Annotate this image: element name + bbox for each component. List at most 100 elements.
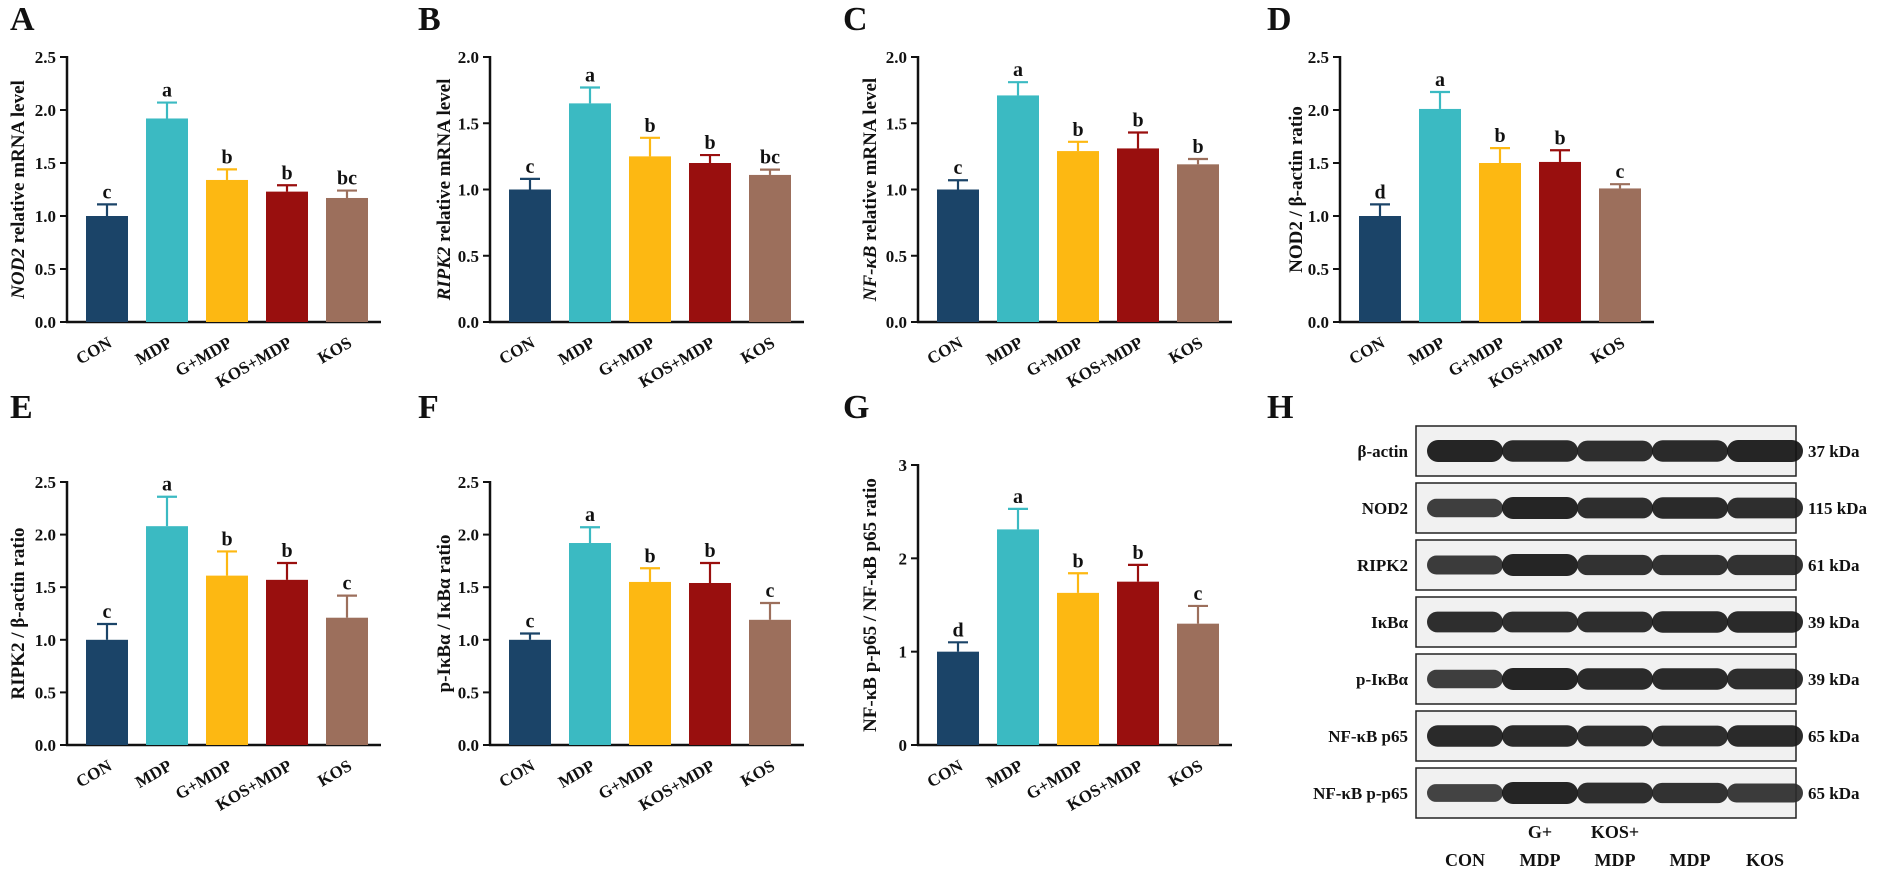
y-tick-label: 2.0 [35,526,56,545]
y-tick-label: 1.0 [886,181,907,200]
bar-g-mdp [206,179,248,322]
blot-band [1502,497,1578,519]
panel-d: D0.00.51.01.52.02.5dCONaMDPbG+MDPbKOS+MD… [1267,1,1654,392]
molecular-weight-label: 115 kDa [1808,499,1868,518]
x-tick-label: CON [496,756,539,792]
blot-band [1577,725,1653,747]
significance-letter: a [585,504,595,526]
blot-band [1502,725,1578,747]
bar-kos-mdp [689,163,731,322]
y-tick-label: 0.5 [458,247,479,266]
bar-kos [1177,164,1219,322]
y-tick-label: 1.0 [458,631,479,650]
blot-band [1652,668,1728,690]
significance-letter: b [704,132,715,154]
blot-band [1727,554,1803,576]
panel-a: A0.00.51.01.52.02.5cCONaMDPbG+MDPbKOS+MD… [8,1,381,392]
significance-letter: bc [760,147,780,169]
bar-kos [749,619,791,745]
panel-label: B [418,1,441,38]
panel-c: C0.00.51.01.52.0cCONaMDPbG+MDPbKOS+MDPbK… [843,1,1232,392]
bar-kos-mdp [1117,581,1159,745]
x-tick-label: KOS [314,333,355,367]
significance-letter: c [526,610,535,632]
y-tick-label: 0.5 [458,683,479,702]
x-tick-label: MDP [983,333,1026,369]
x-tick-label: CON [73,333,116,369]
y-axis-title: RIPK2 / β-actin ratio [8,527,29,699]
lane-label: KOS+ MDP [1591,822,1639,870]
blot-band [1427,611,1503,633]
x-tick-label: KOS [314,756,355,790]
panel-label: D [1267,1,1292,38]
significance-letter: a [162,80,172,102]
panel-label: A [10,1,35,38]
x-tick-label: KOS [737,333,778,367]
y-tick-label: 2 [899,549,908,568]
bar-g-mdp [629,581,671,745]
blot-band [1727,725,1803,747]
molecular-weight-label: 65 kDa [1808,727,1860,746]
blot-row: NF-κB p65 65 kDa [1328,710,1860,762]
x-tick-label: CON [1346,333,1389,369]
y-tick-label: 2.0 [458,526,479,545]
bar-mdp [1419,108,1461,322]
y-tick-label: 0.5 [1308,260,1329,279]
panel-h: Hβ-actin 37 kDa NOD2 115 kDa RIPK2 61 kDa IκBα… [1267,389,1868,870]
lane-label: CON [1445,850,1485,870]
bar-mdp [569,543,611,745]
bar-mdp [146,118,188,322]
blot-band [1502,782,1578,804]
blot-band [1727,668,1803,690]
bar-con [509,639,551,745]
blot-band [1577,782,1653,804]
x-tick-label: CON [924,333,967,369]
y-axis-title-text: NOD2 / β-actin ratio [1286,106,1307,273]
blot-row: p-IκBα 39 kDa [1356,653,1860,705]
bar-con [937,651,979,745]
y-tick-label: 1.5 [1308,154,1329,173]
x-tick-label: CON [73,756,116,792]
lane-label-line2: KOS [1746,850,1784,870]
molecular-weight-label: 61 kDa [1808,556,1860,575]
bar-kos-mdp [266,191,308,322]
bar-g-mdp [1479,163,1521,322]
bar-g-mdp [1057,592,1099,745]
blot-band [1427,725,1503,747]
bar-g-mdp [206,575,248,745]
panel-label: G [843,389,869,426]
bar-con [86,639,128,745]
bar-con [937,189,979,322]
protein-label: β-actin [1357,442,1408,461]
x-tick-label: MDP [1405,333,1448,369]
y-tick-label: 1.5 [35,578,56,597]
panel-label: C [843,1,868,38]
panel-label: F [418,389,439,426]
significance-letter: b [221,528,232,550]
protein-label: IκBα [1371,613,1408,632]
protein-label: NF-κB p-p65 [1313,784,1408,803]
significance-letter: c [954,157,963,179]
y-tick-label: 1 [899,643,908,662]
significance-letter: b [1132,542,1143,564]
protein-label: NOD2 [1362,499,1408,518]
blot-band [1652,725,1728,747]
bar-kos [326,617,368,745]
significance-letter: c [526,156,535,178]
y-tick-label: 0.0 [1308,313,1329,332]
blot-band [1652,554,1728,576]
x-tick-label: KOS [737,756,778,790]
significance-letter: b [1072,550,1083,572]
lane-label: G+ MDP [1520,822,1561,870]
x-tick-label: CON [496,333,539,369]
molecular-weight-label: 65 kDa [1808,784,1860,803]
y-tick-label: 2.5 [458,473,479,492]
lane-label-line1: G+ [1528,822,1552,842]
blot-band [1727,611,1803,633]
y-axis-title: NF-κB relative mRNA level [860,78,881,302]
bar-mdp [569,103,611,322]
bar-con [86,216,128,322]
lane-label: MDP [1670,850,1711,870]
y-tick-label: 1.5 [458,114,479,133]
